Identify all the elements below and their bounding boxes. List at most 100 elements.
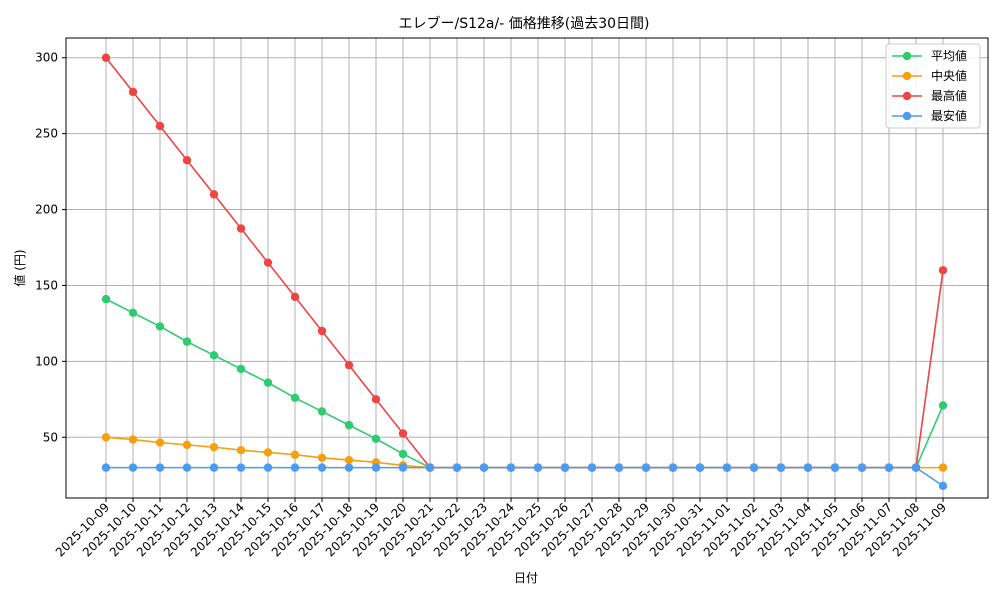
data-point [209, 463, 219, 472]
series-2 [101, 433, 948, 472]
data-point [938, 463, 948, 472]
data-point [506, 463, 516, 472]
data-point [263, 378, 273, 387]
data-point [101, 433, 111, 442]
y-tick-label: 50 [43, 430, 58, 444]
data-point [263, 448, 273, 457]
x-axis-ticks: 2025-10-092025-10-102025-10-112025-10-12… [53, 498, 949, 559]
data-point [344, 420, 354, 430]
legend-box [885, 43, 981, 129]
data-point [155, 322, 165, 331]
data-point [452, 463, 462, 472]
data-point [317, 326, 327, 336]
y-tick-label: 100 [35, 354, 58, 368]
series-1 [101, 294, 948, 472]
data-point [884, 463, 894, 472]
data-point [128, 87, 138, 97]
data-point [722, 463, 732, 472]
data-point [290, 450, 300, 459]
y-axis-title: 値 (円) [12, 249, 27, 286]
data-point [533, 463, 543, 472]
plot-area-frame [65, 37, 989, 499]
series-4 [101, 463, 948, 491]
data-point [290, 393, 300, 403]
data-point [182, 463, 192, 472]
data-point [830, 463, 840, 472]
data-point [290, 463, 300, 472]
data-point [128, 308, 138, 317]
data-point [857, 463, 867, 472]
legend-item: 中央値 [892, 68, 967, 83]
y-tick-label: 200 [35, 203, 58, 217]
legend-item: 最高値 [892, 88, 967, 103]
data-point [344, 455, 354, 465]
data-point [749, 463, 759, 472]
data-point [398, 449, 408, 459]
data-point [317, 407, 327, 416]
series-line [105, 298, 944, 469]
data-point [317, 463, 327, 472]
series-line [105, 436, 943, 469]
legend-label: 最高値 [931, 88, 967, 103]
data-point [263, 463, 273, 472]
data-point [479, 463, 489, 472]
data-point [128, 463, 138, 472]
data-point [371, 395, 381, 404]
data-point [236, 445, 246, 455]
data-point [101, 53, 111, 62]
legend-swatch-marker [902, 51, 912, 61]
data-point [938, 266, 948, 275]
data-point [101, 463, 111, 472]
data-point [911, 463, 921, 472]
data-point [101, 294, 111, 304]
series-3 [101, 53, 948, 472]
data-point [182, 337, 192, 346]
data-point [236, 364, 246, 374]
data-point [560, 463, 570, 472]
legend-swatch-marker [902, 91, 912, 101]
data-point [695, 463, 705, 472]
data-point [668, 463, 678, 472]
legend-label: 中央値 [931, 68, 967, 83]
data-point [182, 440, 192, 450]
data-point [398, 463, 408, 472]
legend-swatch-marker [902, 71, 912, 81]
data-point [776, 463, 786, 472]
grid-lines [66, 38, 988, 498]
y-axis-ticks: 50 100 150 200 250 300 [35, 51, 66, 444]
data-point [155, 121, 165, 131]
data-point [641, 463, 651, 472]
y-tick-label: 150 [35, 278, 58, 292]
data-point [209, 442, 219, 452]
data-point [344, 360, 354, 370]
data-point [263, 258, 273, 267]
data-point [209, 190, 219, 199]
data-point [803, 463, 813, 472]
data-point [425, 463, 435, 472]
data-point [236, 463, 246, 472]
series-lines [101, 53, 948, 491]
chart-title: エレブー/S12a/- 価格推移(過去30日間) [399, 15, 650, 32]
y-tick-label: 300 [35, 51, 58, 65]
series-line [106, 466, 944, 487]
data-point [209, 351, 219, 360]
data-point [614, 463, 624, 472]
legend-item: 最安値 [892, 108, 967, 123]
data-point [155, 463, 165, 472]
legend-label: 最安値 [931, 108, 967, 123]
data-point [587, 463, 597, 472]
legend-item: 平均値 [892, 48, 967, 63]
legend-label: 平均値 [931, 48, 967, 63]
data-point [344, 463, 354, 472]
data-point [290, 292, 300, 302]
legend-swatch-marker [902, 111, 912, 121]
data-point [236, 224, 246, 233]
data-point [128, 435, 138, 444]
data-point [938, 401, 948, 410]
data-point [371, 434, 381, 443]
data-point [155, 438, 165, 447]
y-tick-label: 250 [35, 127, 58, 141]
data-point [398, 429, 408, 438]
data-point [182, 156, 192, 165]
